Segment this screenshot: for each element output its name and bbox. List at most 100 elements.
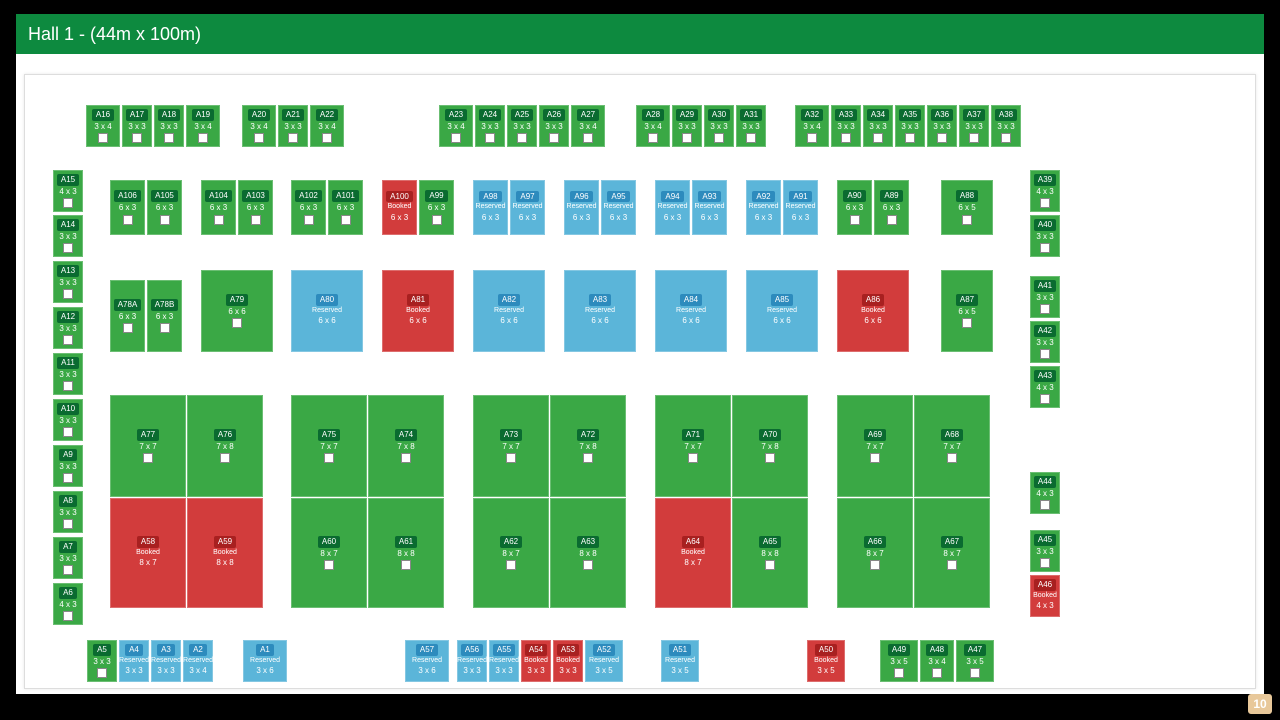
booth-checkbox[interactable] [123,215,133,225]
booth-A35[interactable]: A353 x 3 [895,105,925,147]
booth-A100[interactable]: A100Booked6 x 3 [382,180,417,235]
booth-A9[interactable]: A93 x 3 [53,445,83,487]
booth-A56[interactable]: A56Reserved3 x 3 [457,640,487,682]
booth-checkbox[interactable] [1040,243,1050,253]
booth-checkbox[interactable] [583,560,593,570]
booth-A87[interactable]: A876 x 5 [941,270,993,352]
booth-A28[interactable]: A283 x 4 [636,105,670,147]
booth-A17[interactable]: A173 x 3 [122,105,152,147]
booth-checkbox[interactable] [63,381,73,391]
booth-A77[interactable]: A777 x 7 [110,395,186,497]
booth-checkbox[interactable] [1040,558,1050,568]
booth-A4[interactable]: A4Reserved3 x 3 [119,640,149,682]
booth-A90[interactable]: A906 x 3 [837,180,872,235]
booth-checkbox[interactable] [164,133,174,143]
booth-checkbox[interactable] [341,215,351,225]
booth-A3[interactable]: A3Reserved3 x 3 [151,640,181,682]
booth-checkbox[interactable] [160,323,170,333]
booth-checkbox[interactable] [324,560,334,570]
booth-checkbox[interactable] [765,453,775,463]
booth-checkbox[interactable] [63,243,73,253]
booth-checkbox[interactable] [549,133,559,143]
booth-A89[interactable]: A896 x 3 [874,180,909,235]
booth-checkbox[interactable] [198,133,208,143]
booth-checkbox[interactable] [63,611,73,621]
booth-A42[interactable]: A423 x 3 [1030,321,1060,363]
booth-A7[interactable]: A73 x 3 [53,537,83,579]
booth-A36[interactable]: A363 x 3 [927,105,957,147]
booth-A94[interactable]: A94Reserved6 x 3 [655,180,690,235]
booth-checkbox[interactable] [288,133,298,143]
booth-A22[interactable]: A223 x 4 [310,105,344,147]
booth-A48[interactable]: A483 x 4 [920,640,954,682]
booth-checkbox[interactable] [63,427,73,437]
booth-A69[interactable]: A697 x 7 [837,395,913,497]
booth-A80[interactable]: A80Reserved6 x 6 [291,270,363,352]
booth-checkbox[interactable] [123,323,133,333]
booth-A88[interactable]: A886 x 5 [941,180,993,235]
booth-A40[interactable]: A403 x 3 [1030,215,1060,257]
booth-A50[interactable]: A50Booked3 x 5 [807,640,845,682]
booth-A70[interactable]: A707 x 8 [732,395,808,497]
booth-checkbox[interactable] [937,133,947,143]
booth-checkbox[interactable] [517,133,527,143]
booth-A105[interactable]: A1056 x 3 [147,180,182,235]
booth-checkbox[interactable] [714,133,724,143]
booth-checkbox[interactable] [850,215,860,225]
booth-A29[interactable]: A293 x 3 [672,105,702,147]
booth-A64[interactable]: A64Booked8 x 7 [655,498,731,608]
booth-checkbox[interactable] [1040,500,1050,510]
booth-A85[interactable]: A85Reserved6 x 6 [746,270,818,352]
booth-A21[interactable]: A213 x 3 [278,105,308,147]
booth-A98[interactable]: A98Reserved6 x 3 [473,180,508,235]
booth-checkbox[interactable] [807,133,817,143]
booth-A26[interactable]: A263 x 3 [539,105,569,147]
booth-A37[interactable]: A373 x 3 [959,105,989,147]
booth-checkbox[interactable] [485,133,495,143]
booth-A92[interactable]: A92Reserved6 x 3 [746,180,781,235]
booth-A71[interactable]: A717 x 7 [655,395,731,497]
booth-A19[interactable]: A193 x 4 [186,105,220,147]
booth-checkbox[interactable] [1040,349,1050,359]
booth-A72[interactable]: A727 x 8 [550,395,626,497]
booth-checkbox[interactable] [947,560,957,570]
booth-A61[interactable]: A618 x 8 [368,498,444,608]
booth-A41[interactable]: A413 x 3 [1030,276,1060,318]
booth-A31[interactable]: A313 x 3 [736,105,766,147]
booth-checkbox[interactable] [322,133,332,143]
booth-A24[interactable]: A243 x 3 [475,105,505,147]
booth-A58[interactable]: A58Booked8 x 7 [110,498,186,608]
booth-A47[interactable]: A473 x 5 [956,640,994,682]
booth-checkbox[interactable] [63,289,73,299]
booth-checkbox[interactable] [506,560,516,570]
booth-checkbox[interactable] [143,453,153,463]
booth-A106[interactable]: A1066 x 3 [110,180,145,235]
booth-A30[interactable]: A303 x 3 [704,105,734,147]
booth-checkbox[interactable] [969,133,979,143]
booth-checkbox[interactable] [401,453,411,463]
booth-A97[interactable]: A97Reserved6 x 3 [510,180,545,235]
booth-A68[interactable]: A687 x 7 [914,395,990,497]
booth-checkbox[interactable] [251,215,261,225]
booth-A103[interactable]: A1036 x 3 [238,180,273,235]
booth-A16[interactable]: A163 x 4 [86,105,120,147]
booth-checkbox[interactable] [894,668,904,678]
booth-checkbox[interactable] [648,133,658,143]
booth-A5[interactable]: A53 x 3 [87,640,117,682]
booth-checkbox[interactable] [1040,304,1050,314]
booth-A67[interactable]: A678 x 7 [914,498,990,608]
booth-checkbox[interactable] [63,565,73,575]
booth-A32[interactable]: A323 x 4 [795,105,829,147]
booth-A93[interactable]: A93Reserved6 x 3 [692,180,727,235]
booth-checkbox[interactable] [870,560,880,570]
booth-A25[interactable]: A253 x 3 [507,105,537,147]
booth-checkbox[interactable] [746,133,756,143]
booth-A91[interactable]: A91Reserved6 x 3 [783,180,818,235]
booth-checkbox[interactable] [220,453,230,463]
booth-checkbox[interactable] [887,215,897,225]
booth-A53[interactable]: A53Booked3 x 3 [553,640,583,682]
floorplan-canvas[interactable]: A163 x 4A173 x 3A183 x 3A193 x 4A203 x 4… [25,75,1255,688]
booth-A102[interactable]: A1026 x 3 [291,180,326,235]
booth-A59[interactable]: A59Booked8 x 8 [187,498,263,608]
booth-A6[interactable]: A64 x 3 [53,583,83,625]
